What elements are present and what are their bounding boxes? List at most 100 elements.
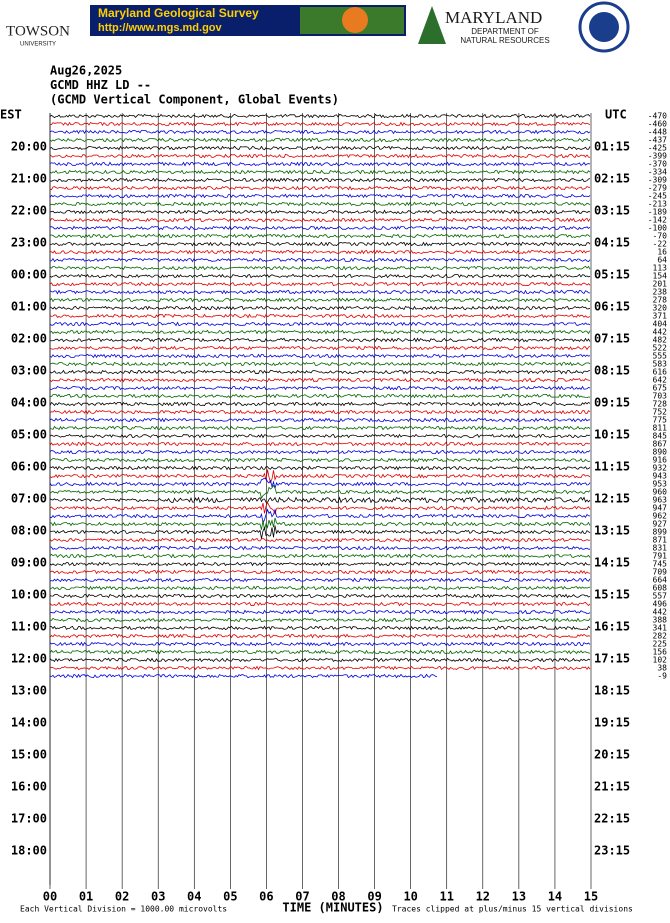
dc-offset: 947 bbox=[653, 504, 668, 513]
dc-offset: -437 bbox=[648, 136, 667, 145]
trace bbox=[49, 569, 591, 575]
dc-offset: 927 bbox=[653, 520, 668, 529]
trace bbox=[49, 177, 591, 183]
trace bbox=[49, 193, 591, 199]
dc-offset: 960 bbox=[653, 488, 668, 497]
trace bbox=[49, 281, 591, 287]
trace bbox=[49, 609, 591, 615]
trace bbox=[49, 593, 591, 599]
utc-hour: 05:15 bbox=[594, 268, 630, 282]
dc-offset: -189 bbox=[648, 208, 667, 217]
trace bbox=[49, 257, 591, 263]
dc-offset: 899 bbox=[653, 528, 668, 537]
utc-hour: 16:15 bbox=[594, 620, 630, 634]
est-hour: 18:00 bbox=[11, 844, 47, 858]
x-tick-label: 11 bbox=[440, 890, 454, 904]
est-hour: 22:00 bbox=[11, 204, 47, 218]
dc-offset: -309 bbox=[648, 176, 667, 185]
trace bbox=[49, 329, 591, 335]
trace bbox=[49, 477, 591, 489]
dc-offset: 320 bbox=[653, 304, 668, 313]
utc-hour: 15:15 bbox=[594, 588, 630, 602]
dc-offset: 583 bbox=[653, 360, 668, 369]
utc-hour: 08:15 bbox=[594, 364, 630, 378]
dc-offset: 442 bbox=[653, 608, 668, 617]
utc-hour: 02:15 bbox=[594, 172, 630, 186]
dc-offset: 154 bbox=[653, 272, 668, 281]
mgs-rings bbox=[342, 7, 368, 33]
est-hour: 00:00 bbox=[11, 268, 47, 282]
x-tick-label: 03 bbox=[151, 890, 165, 904]
dc-offset: -279 bbox=[648, 184, 667, 193]
dc-offset: -470 bbox=[648, 112, 667, 121]
dc-offset: 642 bbox=[653, 376, 668, 385]
utc-hour: 21:15 bbox=[594, 780, 630, 794]
survey-url: http://www.mgs.md.gov bbox=[98, 22, 223, 34]
utc-hour: 04:15 bbox=[594, 236, 630, 250]
trace bbox=[49, 369, 591, 375]
est-hour: 08:00 bbox=[11, 524, 47, 538]
trace bbox=[49, 517, 591, 530]
est-hour: 23:00 bbox=[11, 236, 47, 250]
est-hour: 11:00 bbox=[11, 620, 47, 634]
trace bbox=[49, 113, 591, 119]
dc-offset: 664 bbox=[653, 576, 668, 585]
trace bbox=[49, 561, 591, 567]
dc-offset: 916 bbox=[653, 456, 668, 465]
x-tick-label: 06 bbox=[259, 890, 273, 904]
dc-offset: -9 bbox=[657, 672, 667, 681]
trace bbox=[49, 537, 591, 543]
trace bbox=[49, 545, 590, 551]
college-seal-inner bbox=[589, 12, 619, 42]
dc-offset: -100 bbox=[648, 224, 667, 233]
trace bbox=[49, 337, 591, 343]
dc-offset: 64 bbox=[657, 256, 667, 265]
est-hour: 03:00 bbox=[11, 364, 47, 378]
dc-offset: 709 bbox=[653, 568, 668, 577]
trace bbox=[49, 449, 591, 455]
dc-offset: 201 bbox=[653, 280, 668, 289]
trace bbox=[50, 625, 591, 631]
trace bbox=[49, 265, 591, 271]
trace bbox=[49, 641, 591, 647]
dc-offset: 728 bbox=[653, 400, 668, 409]
dc-offset: 388 bbox=[653, 616, 668, 625]
dc-offset: 156 bbox=[653, 648, 668, 657]
utc-hour: 18:15 bbox=[594, 684, 630, 698]
dc-offset: 703 bbox=[653, 392, 668, 401]
x-tick-label: 07 bbox=[295, 890, 309, 904]
est-hour: 12:00 bbox=[11, 652, 47, 666]
trace bbox=[49, 401, 591, 407]
dnr-tree bbox=[418, 6, 446, 44]
x-tick-label: 00 bbox=[43, 890, 57, 904]
dc-offset: 745 bbox=[653, 560, 668, 569]
trace bbox=[49, 673, 438, 679]
footer-right: Traces clipped at plus/minus 15 vertical… bbox=[392, 905, 633, 914]
trace bbox=[49, 233, 591, 239]
trace bbox=[49, 225, 591, 231]
trace bbox=[49, 169, 591, 175]
utc-hour: 22:15 bbox=[594, 812, 630, 826]
dc-offset: 557 bbox=[653, 592, 668, 601]
trace bbox=[49, 553, 591, 559]
est-hour: 04:00 bbox=[11, 396, 47, 410]
dc-offset: -425 bbox=[648, 144, 667, 153]
dc-offset: -142 bbox=[648, 216, 667, 225]
est-hour: 14:00 bbox=[11, 716, 47, 730]
utc-hour: 13:15 bbox=[594, 524, 630, 538]
trace bbox=[49, 161, 591, 167]
utc-hour: 23:15 bbox=[594, 844, 630, 858]
header: TOWSON UNIVERSITY Maryland Geological Su… bbox=[6, 1, 630, 53]
x-tick-label: 09 bbox=[367, 890, 381, 904]
trace bbox=[49, 585, 591, 591]
utc-hour: 19:15 bbox=[594, 716, 630, 730]
dc-offset: 845 bbox=[653, 432, 668, 441]
x-tick-label: 12 bbox=[476, 890, 490, 904]
trace bbox=[49, 508, 591, 525]
trace bbox=[49, 209, 591, 215]
trace bbox=[49, 217, 591, 223]
department: DEPARTMENT OF bbox=[471, 27, 539, 36]
dc-offset: 238 bbox=[653, 288, 668, 297]
trace bbox=[49, 129, 591, 135]
